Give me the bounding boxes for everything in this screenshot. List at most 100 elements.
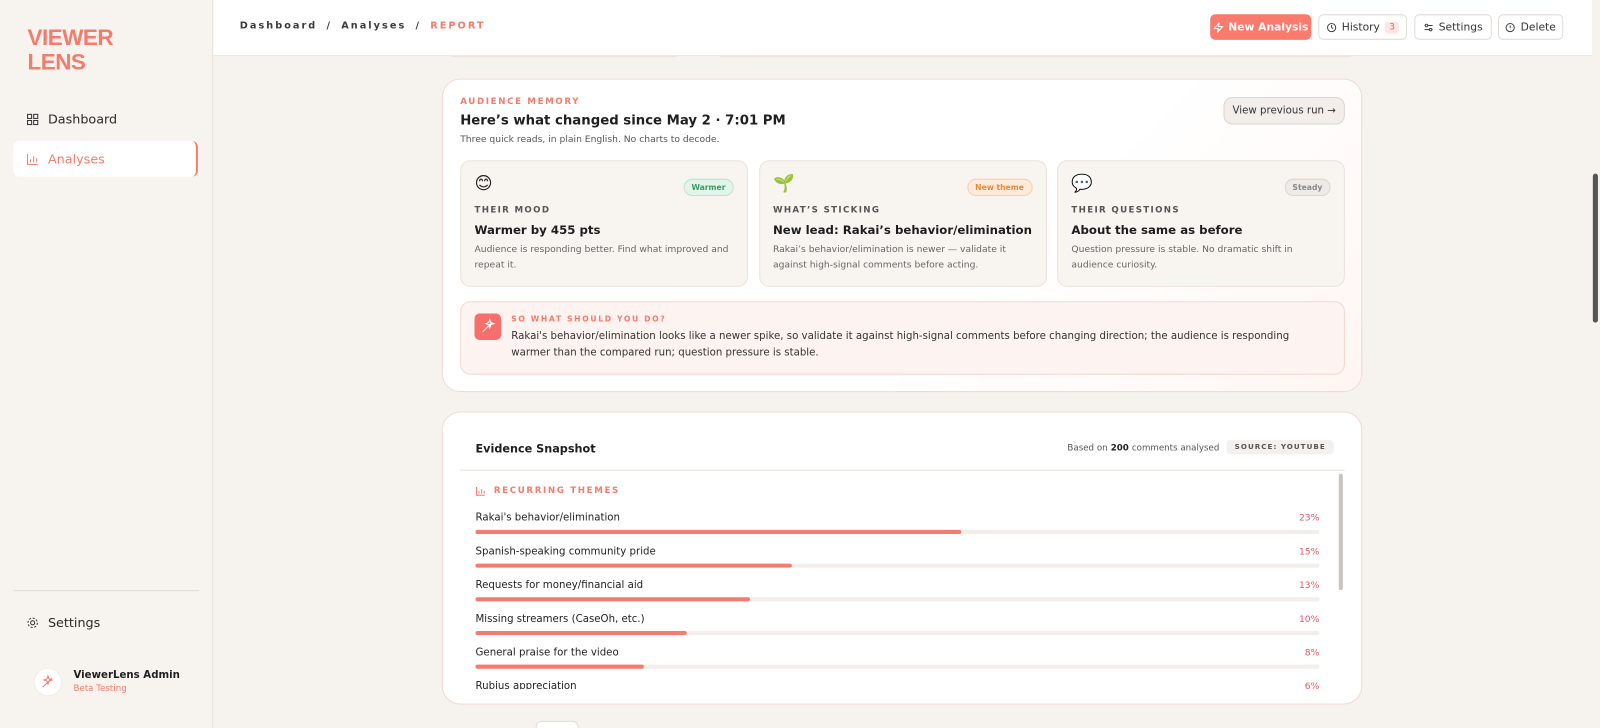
bar-track [475,664,1320,669]
theme-percent: 6% [1304,682,1320,690]
card-label: THEIR QUESTIONS [1071,205,1180,216]
card-title: Warmer by 455 pts [474,222,601,237]
new-analysis-button[interactable]: New Analysis [1210,14,1312,40]
nav-label: Dashboard [47,111,118,127]
themes-list: RECURRING THEMES Rakai's behavior/elimin… [475,472,1338,689]
nav-label: Settings [47,614,101,630]
based-on-text: Based on [1067,443,1108,454]
scrollbar[interactable] [1338,473,1343,591]
theme-name: Missing streamers (CaseOh, etc.) [475,613,645,625]
theme-row: Rakai's behavior/elimination 23% [475,512,1320,544]
evidence-title: Evidence Snapshot [475,442,596,456]
icon [476,487,485,496]
theme-row: Requests for money/financial aid 13% [475,579,1320,611]
user-role: Beta Testing [73,684,127,695]
delete-button[interactable]: Delete [1497,14,1564,40]
theme-row: Spanish-speaking community pride 15% [475,546,1320,577]
theme-name: General praise for the video [475,647,619,659]
icon [1326,22,1337,32]
insight-card: 😊 Warmer THEIR MOOD Warmer by 455 pts Audien… [460,160,748,287]
themes-title: RECURRING THEMES [493,485,620,497]
bar [475,664,645,669]
crumb[interactable]: Analyses [341,20,407,32]
based-on-text: comments analysed [1131,443,1220,454]
so-what-box: SO WHAT SHOULD YOU DO? Rakai's behavior/… [460,301,1345,375]
theme-row: General praise for the video 8% [475,647,1320,678]
view-previous-button[interactable]: View previous run → [1223,96,1345,125]
emoji: 💬 [1071,173,1094,194]
theme-percent: 10% [1298,614,1320,625]
section-subtitle: Three quick reads, in plain English. No … [460,134,720,145]
crumb-separator: / [415,20,422,32]
button-label: Settings [1438,20,1483,34]
emoji: 🌱 [772,173,795,194]
theme-row: Missing streamers (CaseOh, etc.) 10% [475,613,1320,645]
badge: Steady [1284,178,1331,197]
sidebar: VIEWER LENS Dashboard Analyses Settings V… [0,0,214,728]
insight-card: 💬 Steady THEIR QUESTIONS About the same as … [1057,160,1345,287]
crumb[interactable]: Dashboard [239,20,318,32]
based-on: Based on 200 comments analysed [1067,443,1219,453]
button-label: Delete [1520,20,1556,34]
avatar [33,667,63,697]
card-label: THEIR MOOD [474,205,551,216]
divider [13,590,199,592]
icon [1213,21,1224,33]
card-text: Rakai’s behavior/elimination is newer — … [772,245,1006,271]
bar-track [475,563,1320,568]
nav-item[interactable]: Settings [13,604,198,640]
bar [475,563,792,568]
theme-name: Rubius appreciation [475,681,577,690]
card-text: Question pressure is stable. No dramatic… [1071,245,1293,271]
insight-card: 🌱 New theme WHAT’S STICKING New lead: Rakai… [758,160,1047,287]
crumb-separator: / [326,20,333,32]
theme-percent: 23% [1298,513,1320,524]
theme-percent: 13% [1298,580,1320,592]
theme-name: Spanish-speaking community pride [475,546,656,558]
section-title: Here’s what changed since May 2 · 7:01 P… [460,113,786,129]
bar [475,597,750,602]
so-what-label: SO WHAT SHOULD YOU DO? [511,314,667,324]
card-title: About the same as before [1071,222,1243,237]
badge: New theme [967,178,1033,197]
bar [475,630,687,636]
section-label: AUDIENCE MEMORY [460,96,581,108]
card-label: WHAT’S STICKING [772,205,881,216]
breadcrumb: Dashboard / Analyses / REPORT [240,20,486,31]
history-count: 3 [1385,20,1400,34]
bar-track [475,630,1320,636]
page-scrollbar[interactable] [1592,173,1598,323]
icon [1505,22,1516,32]
nav-item[interactable]: Dashboard [13,101,198,137]
theme-percent: 8% [1304,648,1320,659]
so-what-text: Rakai's behavior/elimination looks like … [511,330,1290,359]
logo-line: LENS [27,49,86,75]
theme-name: Requests for money/financial aid [475,579,644,592]
button-label: History [1341,20,1380,34]
topbar: Dashboard / Analyses / REPORT New Analys… [213,0,1592,57]
divider [460,469,1345,471]
theme-percent: 15% [1298,547,1320,558]
nav-item[interactable]: Analyses [13,140,198,177]
comment-count: 200 [1110,443,1129,454]
audience-memory-card: AUDIENCE MEMORY Here’s what changed sinc… [441,78,1363,393]
source-badge: SOURCE: YOUTUBE [1226,440,1334,455]
theme-row: Rubius appreciation 6% [476,681,1320,689]
logo[interactable]: VIEWER LENS [27,24,114,75]
card-text: Audience is responding better. Find what… [474,245,729,271]
icon [27,617,38,628]
bar-track [475,597,1320,602]
settings-button[interactable]: Settings [1414,14,1492,40]
history-button[interactable]: History 3 [1318,14,1408,40]
nav-label: Analyses [47,151,105,167]
logo-line: VIEWER [27,24,114,51]
card-title: New lead: Rakai’s behavior/elimination [772,222,1032,237]
crumb-current: REPORT [430,20,486,32]
theme-name: Rakai's behavior/elimination [475,512,621,524]
icon [474,313,502,340]
partial-element [535,720,579,728]
icon [27,153,38,165]
user-name: ViewerLens Admin [73,669,180,682]
